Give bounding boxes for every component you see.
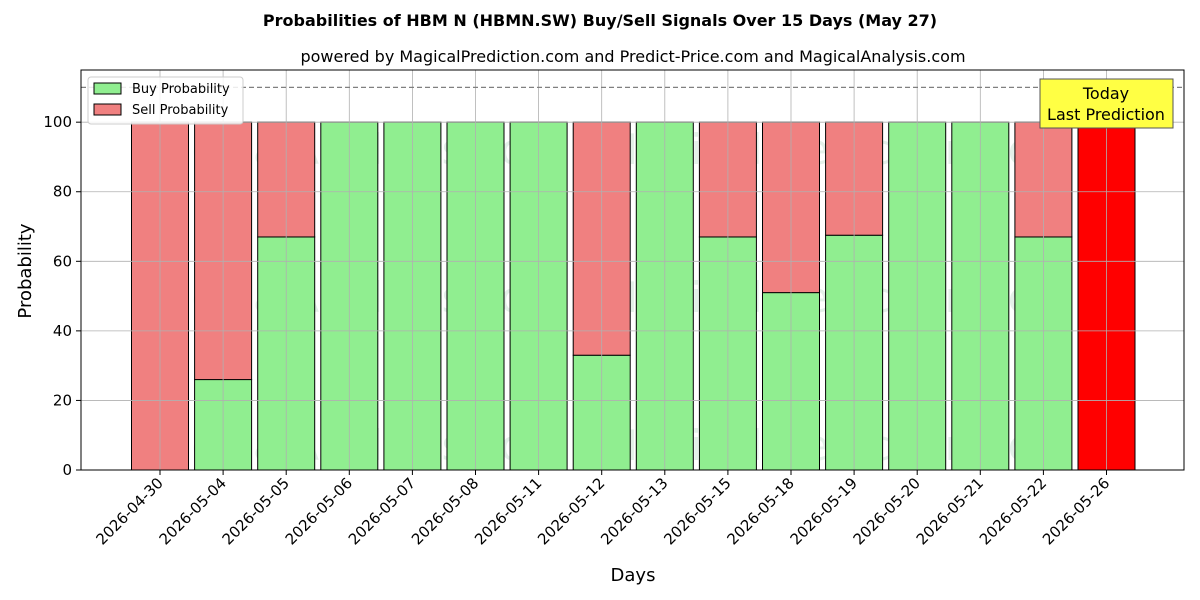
y-tick-label: 100 — [43, 113, 72, 131]
x-tick-label: 2026-05-15 — [660, 474, 734, 548]
y-tick-label: 80 — [53, 183, 72, 201]
x-tick-label: 2026-05-12 — [534, 474, 608, 548]
legend-box — [87, 76, 244, 125]
y-axis-label: Probability — [15, 223, 36, 318]
x-tick-label: 2026-05-26 — [1039, 474, 1113, 548]
today-annotation: Today Last Prediction — [1039, 78, 1174, 129]
y-tick-label: 20 — [53, 391, 72, 409]
y-axis-ticks: 0 20 40 60 80 100 — [43, 113, 81, 479]
today-annotation-line2: Last Prediction — [1047, 105, 1165, 124]
today-annotation-box — [1039, 78, 1174, 129]
legend-label-buy: Buy Probability — [132, 82, 230, 97]
y-tick-label: 0 — [62, 461, 72, 479]
legend: Buy Probability Sell Probability — [87, 76, 244, 125]
x-tick-label: 2026-05-21 — [913, 474, 987, 548]
x-tick-label: 2026-05-20 — [850, 474, 924, 548]
x-tick-label: 2026-05-06 — [282, 474, 356, 548]
legend-label-sell: Sell Probability — [132, 103, 229, 118]
x-tick-label: 2026-05-22 — [976, 474, 1050, 548]
x-tick-label: 2026-04-30 — [92, 474, 166, 548]
y-tick-label: 40 — [53, 322, 72, 340]
x-axis-label: Days — [611, 565, 656, 586]
y-tick-label: 60 — [53, 252, 72, 270]
x-tick-label: 2026-05-08 — [408, 474, 482, 548]
x-tick-label: 2026-05-18 — [723, 474, 797, 548]
x-tick-label: 2026-05-19 — [787, 474, 861, 548]
x-tick-label: 2026-05-04 — [156, 474, 230, 548]
chart-subtitle: powered by MagicalPrediction.com and Pre… — [300, 47, 965, 66]
chart-title: Probabilities of HBM N (HBMN.SW) Buy/Sel… — [263, 11, 937, 30]
legend-swatch-buy — [93, 82, 122, 95]
x-tick-label: 2026-05-07 — [345, 474, 419, 548]
grid-layer — [81, 70, 1184, 471]
plot-frame — [80, 69, 1185, 471]
legend-swatch-sell — [93, 103, 122, 116]
today-annotation-line1: Today — [1082, 84, 1129, 103]
x-axis-ticks: 2026-04-302026-05-042026-05-052026-05-06… — [92, 470, 1113, 548]
x-tick-label: 2026-05-11 — [471, 474, 545, 548]
x-tick-label: 2026-05-13 — [597, 474, 671, 548]
x-tick-label: 2026-05-05 — [219, 474, 293, 548]
